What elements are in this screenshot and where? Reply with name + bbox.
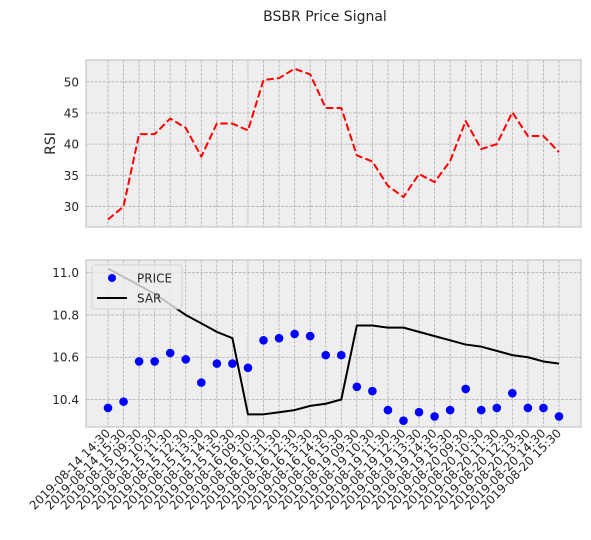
price-point [290,329,299,339]
price-point [523,403,533,413]
rsi-series-line-0 [107,67,560,221]
chart-title: BSBR Price Signal [263,9,387,25]
price-point [399,416,408,425]
price-point [197,378,206,387]
price-point [554,412,564,421]
price-frame [85,259,582,428]
rsi-series [107,67,560,221]
price-point [414,407,424,417]
price-point [336,350,346,360]
price-point [492,403,502,413]
legend-price-label: PRICE [137,272,172,286]
rsi-y-tick-label: 50 [64,75,79,89]
price-point [476,405,486,415]
price-panel: 10.4 10.6 10.8 11.0 2019-08-14 14:302019-08… [27,259,582,513]
price-series [103,267,564,425]
price-point [321,350,331,360]
legend-price-marker [108,274,116,282]
price-point [274,333,284,343]
legend: PRICE SAR [91,264,183,310]
rsi-y-tick-label: 35 [64,169,79,183]
price-point [134,357,144,366]
rsi-y-ticks: 30 35 40 45 50 [64,75,79,214]
rsi-frame [85,59,582,228]
price-series-line-1 [107,267,560,416]
legend-sar-label: SAR [137,292,161,306]
price-point [150,357,159,366]
rsi-y-tick-label: 45 [64,106,79,120]
price-point [383,405,393,415]
price-point [103,403,113,413]
rsi-y-axis-label: RSI [43,132,59,155]
price-y-ticks: 10.4 10.6 10.8 11.0 [52,266,79,407]
price-point [368,386,377,396]
price-point [165,348,175,358]
rsi-grid [86,60,581,227]
price-y-tick-label: 10.4 [52,393,79,407]
price-point [508,388,517,398]
price-point [430,412,439,421]
rsi-y-tick-label: 40 [64,138,79,152]
price-point [119,397,128,406]
price-point [445,405,455,415]
price-point [305,331,315,341]
price-y-tick-label: 10.6 [52,351,79,365]
price-point [461,384,470,394]
price-y-tick-label: 11.0 [52,266,79,280]
price-point [259,336,268,345]
rsi-y-tick-label: 30 [64,200,79,214]
price-point [539,403,548,413]
rsi-plot-area [86,60,581,227]
price-point [228,359,237,368]
price-y-tick-label: 10.8 [52,308,79,322]
price-point [181,355,191,364]
price-point [352,382,362,392]
price-point [243,363,253,373]
price-point [212,359,222,368]
rsi-panel: 30 35 40 45 50 RSI [43,59,582,228]
